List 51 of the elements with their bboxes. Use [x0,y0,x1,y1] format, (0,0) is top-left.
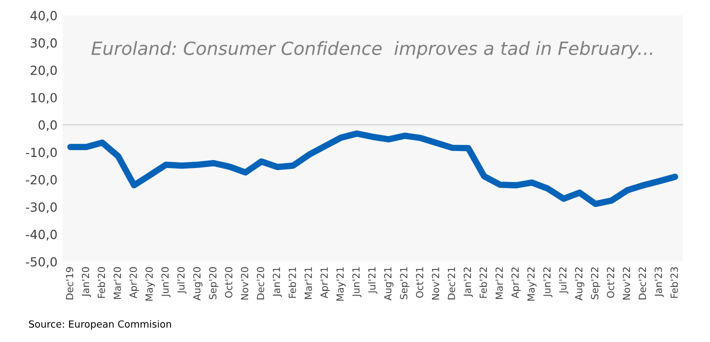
y-tick-label: 10,0 [31,92,57,104]
source-note: Source: European Commision [29,320,171,330]
y-tick-label: 40,0 [30,10,57,22]
x-tick-label: Oct'22 [606,267,614,298]
x-tick-label: Mar'21 [304,267,312,299]
x-tick-label: Aug'21 [384,267,394,300]
x-tick-label: Aug'20 [193,267,202,300]
x-tick-label: Jan'20 [82,267,91,298]
x-tick-label: May'21 [336,267,346,301]
x-tick-label: Dec'21 [448,267,456,300]
x-tick-label: Jun'22 [543,267,552,298]
y-tick-label: 20,0 [30,66,57,76]
x-tick-label: Nov'22 [622,267,630,300]
x-tick-label: Jul'20 [177,267,186,294]
x-tick-label: Dec'19 [66,267,74,300]
x-tick-label: Apr'20 [130,267,139,298]
x-tick-label: May'22 [527,267,537,301]
x-tick-label: Aug'22 [575,267,584,300]
x-tick-label: Mar'22 [496,267,503,299]
x-tick-label: Nov'21 [432,267,440,300]
x-tick-label: Feb'20 [98,267,106,298]
x-tick-label: Jan'23 [654,267,664,298]
y-tick-label: -50,0 [26,257,57,268]
x-tick-label: Feb'22 [479,267,487,298]
x-tick-label: Jul'22 [558,267,568,294]
x-tick-label: Dec'22 [638,267,646,300]
x-tick-label: Sep'21 [400,267,410,300]
y-tick-label: -30,0 [26,202,57,214]
x-tick-label: Nov'20 [240,267,248,300]
x-tick-label: Feb'23 [670,267,678,298]
x-tick-label: Oct'21 [416,267,424,298]
x-tick-label: Sep'22 [590,267,600,300]
x-tick-label: Jan'22 [464,267,473,298]
x-tick-label: May'20 [145,267,155,301]
y-tick-label: -40,0 [26,230,57,240]
x-tick-label: Sep'20 [209,267,218,300]
y-tick-label: -10,0 [26,148,57,158]
text: Euroland: Consumer Confidence improves a tad in February... [91,41,652,59]
y-tick-label: 30,0 [30,38,57,49]
x-tick-label: Apr'22 [511,267,521,298]
x-tick-label: Jan'21 [272,267,282,298]
x-tick-label: Jun'20 [161,267,171,298]
x-tick-label: Apr'21 [320,267,330,298]
x-tick-label: Feb'21 [288,267,296,298]
x-tick-label: Jul'21 [368,267,378,294]
y-tick-label: 0,0 [38,120,57,132]
x-tick-label: Jun'21 [352,267,362,298]
y-tick-label: -20,0 [26,175,57,186]
x-tick-label: Dec'20 [256,267,264,300]
x-tick-label: Oct'20 [225,267,232,298]
x-tick-label: Mar'20 [114,267,121,299]
